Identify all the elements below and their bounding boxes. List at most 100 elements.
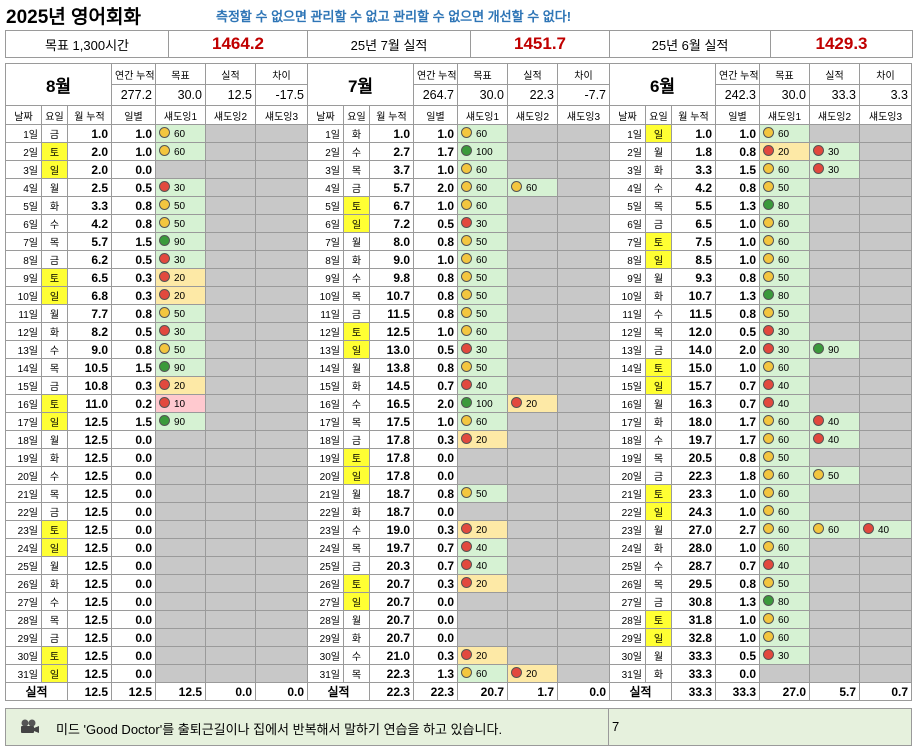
shadowing-empty [557,196,610,215]
day-cell: 0.8 [715,178,760,197]
shadowing-empty [507,340,558,359]
day-cell: 5.7 [369,178,414,197]
day-cell: 토 [343,196,370,215]
shadowing-empty [557,574,610,593]
day-row: 26일 목 29.5 0.8 50 [609,574,912,593]
score-dot [159,307,170,318]
stat-value: 30.0 [457,84,508,106]
day-cell: 금 [343,304,370,323]
day-cell: 화 [41,448,68,467]
shadowing-cell: 60 [507,178,558,197]
day-row: 2일 월 1.8 0.8 20 30 [609,142,912,161]
day-cell: 1.0 [111,124,156,143]
shadowing-empty [809,538,860,557]
day-cell: 8일 [307,250,344,269]
score-dot [159,271,170,282]
shadowing-empty [255,502,308,521]
score-value: 60 [778,363,790,374]
day-row: 16일 수 16.5 2.0 100 20 [307,394,610,413]
day-cell: 15일 [307,376,344,395]
day-cell: 11.5 [671,304,716,323]
day-cell: 월 [645,268,672,287]
day-cell: 15.0 [671,358,716,377]
day-cell: 0.5 [715,322,760,341]
score-value: 60 [476,129,488,140]
shadowing-cell: 60 [155,142,206,161]
day-row: 29일 금 12.5 0.0 [5,628,308,647]
footer-value: 0.0 [205,682,256,701]
footer-value: 22.3 [413,682,458,701]
day-cell: 14일 [609,358,646,377]
shadowing-cell: 20 [759,142,810,161]
day-cell: 8.2 [67,322,112,341]
column-header: 섀도잉2 [507,105,558,125]
day-cell: 일 [41,538,68,557]
day-cell: 수 [645,556,672,575]
stat-label: 연간 누적 [715,63,760,85]
day-cell: 19.7 [671,430,716,449]
shadowing-empty [859,430,912,449]
day-cell: 0.0 [413,502,458,521]
day-cell: 3.7 [369,160,414,179]
day-cell: 1.0 [413,250,458,269]
day-cell: 26일 [307,574,344,593]
day-cell: 금 [645,214,672,233]
day-row: 12일 화 8.2 0.5 30 [5,322,308,341]
score-value: 50 [778,273,790,284]
day-cell: 월 [645,394,672,413]
day-cell: 화 [645,412,672,431]
day-row: 27일 일 20.7 0.0 [307,592,610,611]
shadowing-cell: 50 [155,196,206,215]
slogan: 측정할 수 없으면 관리할 수 없고 관리할 수 없으면 개선할 수 없다! [216,9,572,24]
shadowing-empty [809,376,860,395]
score-dot [763,217,774,228]
day-cell: 12.5 [67,574,112,593]
shadowing-empty [255,556,308,575]
score-value: 50 [476,273,488,284]
day-row: 31일 목 22.3 1.3 60 20 [307,664,610,683]
day-row: 31일 화 33.3 0.0 [609,664,912,683]
day-cell: 1.0 [715,628,760,647]
day-cell: 0.8 [413,304,458,323]
day-row: 15일 화 14.5 0.7 40 [307,376,610,395]
day-cell: 33.3 [671,646,716,665]
score-dot [461,523,472,534]
day-cell: 28.7 [671,556,716,575]
day-cell: 27일 [609,592,646,611]
month-header-row: 8월 연간 누적 목표 실적 차이 [5,63,308,106]
stat-value: 22.3 [507,84,558,106]
score-dot [763,577,774,588]
day-cell: 12.5 [67,484,112,503]
shadowing-empty [255,340,308,359]
day-cell: 15일 [609,376,646,395]
day-cell: 20.7 [369,592,414,611]
score-dot [763,289,774,300]
day-cell: 토 [41,142,68,161]
day-cell: 1.3 [413,664,458,683]
day-cell: 0.3 [111,286,156,305]
day-cell: 29일 [307,628,344,647]
day-cell: 0.7 [413,538,458,557]
day-cell: 0.8 [715,142,760,161]
shadowing-empty [255,466,308,485]
score-dot [159,361,170,372]
footer-value: 33.3 [715,682,760,701]
day-cell: 12.5 [67,610,112,629]
stat-label: 연간 누적 [111,63,156,85]
shadowing-cell: 60 [457,322,508,341]
score-dot [763,253,774,264]
day-cell: 31.8 [671,610,716,629]
shadowing-empty [859,592,912,611]
shadowing-cell: 50 [457,232,508,251]
stat-label: 실적 [507,63,558,85]
footer-value: 5.7 [809,682,860,701]
shadowing-empty [205,430,256,449]
shadowing-empty [507,268,558,287]
day-cell: 월 [343,484,370,503]
day-cell: 화 [645,664,672,683]
shadowing-cell: 50 [759,268,810,287]
shadowing-cell: 30 [759,322,810,341]
day-cell: 28.0 [671,538,716,557]
day-cell: 13.0 [369,340,414,359]
shadowing-empty [557,394,610,413]
